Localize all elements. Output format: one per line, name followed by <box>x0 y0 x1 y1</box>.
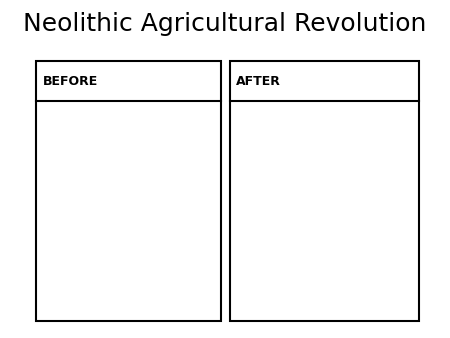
Bar <box>36 61 220 321</box>
Text: BEFORE: BEFORE <box>43 75 98 88</box>
Text: AFTER: AFTER <box>236 75 281 88</box>
Bar <box>230 61 418 321</box>
Text: Neolithic Agricultural Revolution: Neolithic Agricultural Revolution <box>23 11 427 36</box>
